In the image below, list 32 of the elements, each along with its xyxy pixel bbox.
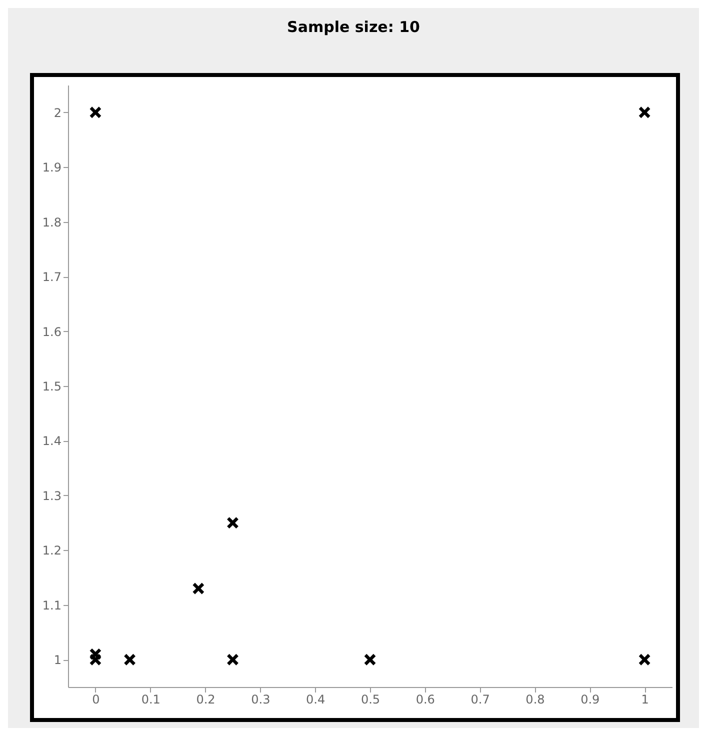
point bbox=[227, 654, 238, 666]
x-tick-label: 0 bbox=[92, 692, 100, 706]
y-tick-label: 1 bbox=[54, 653, 62, 668]
point bbox=[638, 654, 650, 666]
point bbox=[227, 517, 238, 529]
y-tick-label: 1.3 bbox=[42, 488, 62, 503]
point bbox=[638, 106, 650, 118]
x-tick-label: 0.7 bbox=[470, 692, 490, 706]
point bbox=[90, 106, 102, 118]
x-tick-label: 0.2 bbox=[196, 692, 216, 706]
point bbox=[124, 654, 136, 666]
x-tick-label: 0.1 bbox=[141, 692, 160, 706]
point bbox=[364, 654, 376, 666]
x-tick-label: 0.8 bbox=[526, 692, 545, 706]
y-tick-label: 2 bbox=[54, 106, 62, 120]
y-tick-label: 1.9 bbox=[42, 160, 62, 175]
point bbox=[192, 582, 204, 594]
y-tick-label: 1.1 bbox=[42, 598, 62, 612]
x-tick-label: 0.9 bbox=[580, 692, 600, 706]
y-tick-label: 1.6 bbox=[42, 324, 62, 339]
y-tick-label: 1.5 bbox=[42, 380, 62, 394]
x-tick-label: 0.6 bbox=[416, 692, 435, 706]
x-tick-label: 1 bbox=[641, 692, 649, 706]
y-tick-label: 1.4 bbox=[42, 434, 62, 448]
y-tick-label: 1.8 bbox=[42, 215, 62, 230]
x-tick-label: 0.4 bbox=[306, 692, 326, 706]
y-tick-label: 1.2 bbox=[42, 544, 62, 558]
chart-title: Sample size: 10 bbox=[286, 18, 421, 36]
y-tick-label: 1.7 bbox=[42, 270, 62, 284]
x-tick-label: 0.5 bbox=[360, 692, 380, 706]
x-tick-label: 0.3 bbox=[251, 692, 270, 706]
point bbox=[90, 654, 102, 666]
